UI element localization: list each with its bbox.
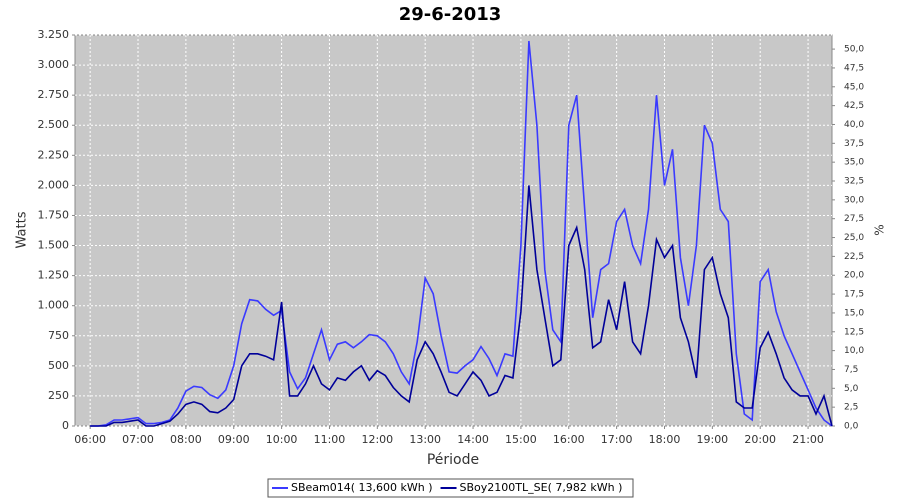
y2-tick-label: 25,0 (844, 233, 864, 243)
y-tick-label: 1.750 (38, 208, 70, 221)
legend: SBeam014( 13,600 kWh ) SBoy2100TL_SE( 7,9… (267, 478, 634, 498)
y2-tick-label: 5,0 (844, 384, 859, 394)
y2-tick-label: 0,0 (844, 422, 859, 432)
y-tick-label: 3.000 (38, 58, 70, 71)
y2-tick-label: 35,0 (844, 158, 864, 168)
x-tick-label: 08:00 (170, 433, 202, 446)
x-tick-label: 18:00 (649, 433, 681, 446)
y2-tick-label: 30,0 (844, 195, 864, 205)
y2-tick-label: 15,0 (844, 308, 864, 318)
y-tick-label: 750 (48, 329, 69, 342)
x-tick-label: 14:00 (457, 433, 489, 446)
plot-area (74, 34, 833, 427)
x-tick-label: 16:00 (553, 433, 585, 446)
y-tick-label: 1.000 (38, 299, 70, 312)
x-axis-title: Période (427, 452, 479, 468)
y-tick-label: 2.000 (38, 178, 70, 191)
legend-label: SBoy2100TL_SE( 7,982 kWh ) (460, 481, 623, 494)
legend-label: SBeam014( 13,600 kWh ) (291, 481, 433, 494)
y-tick-label: 500 (48, 359, 69, 372)
x-tick-label: 17:00 (601, 433, 633, 446)
x-tick-label: 13:00 (409, 433, 441, 446)
y2-tick-label: 2,5 (844, 403, 858, 413)
y-axis-title: Watts (15, 211, 30, 248)
y2-tick-label: 27,5 (844, 214, 864, 224)
y2-tick-label: 47,5 (844, 63, 864, 73)
y-tick-label: 2.250 (38, 148, 70, 161)
y2-tick-label: 45,0 (844, 82, 864, 92)
y-tick-label: 1.500 (38, 239, 70, 252)
x-tick-label: 10:00 (266, 433, 298, 446)
x-tick-label: 20:00 (744, 433, 776, 446)
y2-tick-label: 10,0 (844, 346, 864, 356)
y2-tick-label: 37,5 (844, 139, 864, 149)
x-tick-label: 07:00 (122, 433, 154, 446)
y-tick-label: 3.250 (38, 28, 70, 41)
y2-tick-label: 40,0 (844, 120, 864, 130)
x-tick-label: 06:00 (74, 433, 106, 446)
y2-tick-label: 7,5 (844, 365, 858, 375)
chart-title: 29-6-2013 (399, 4, 502, 25)
x-tick-label: 12:00 (361, 433, 393, 446)
y-tick-label: 1.250 (38, 269, 70, 282)
x-tick-label: 11:00 (314, 433, 346, 446)
y2-tick-label: 12,5 (844, 327, 864, 337)
series-line (90, 185, 833, 427)
y-tick-label: 2.750 (38, 88, 70, 101)
y-tick-label: 250 (48, 389, 69, 402)
y2-axis-title: % (873, 224, 887, 235)
y2-tick-label: 17,5 (844, 290, 864, 300)
y2-tick-label: 32,5 (844, 177, 864, 187)
y-tick-label: 2.500 (38, 118, 70, 131)
x-tick-label: 15:00 (505, 433, 537, 446)
x-tick-label: 09:00 (218, 433, 250, 446)
y2-tick-label: 22,5 (844, 252, 864, 262)
y2-tick-label: 42,5 (844, 101, 864, 111)
x-tick-label: 21:00 (792, 433, 824, 446)
y2-tick-label: 20,0 (844, 271, 864, 281)
y2-tick-label: 50,0 (844, 45, 864, 55)
y-tick-label: 0 (62, 419, 69, 432)
x-tick-label: 19:00 (696, 433, 728, 446)
series-line (90, 40, 833, 427)
